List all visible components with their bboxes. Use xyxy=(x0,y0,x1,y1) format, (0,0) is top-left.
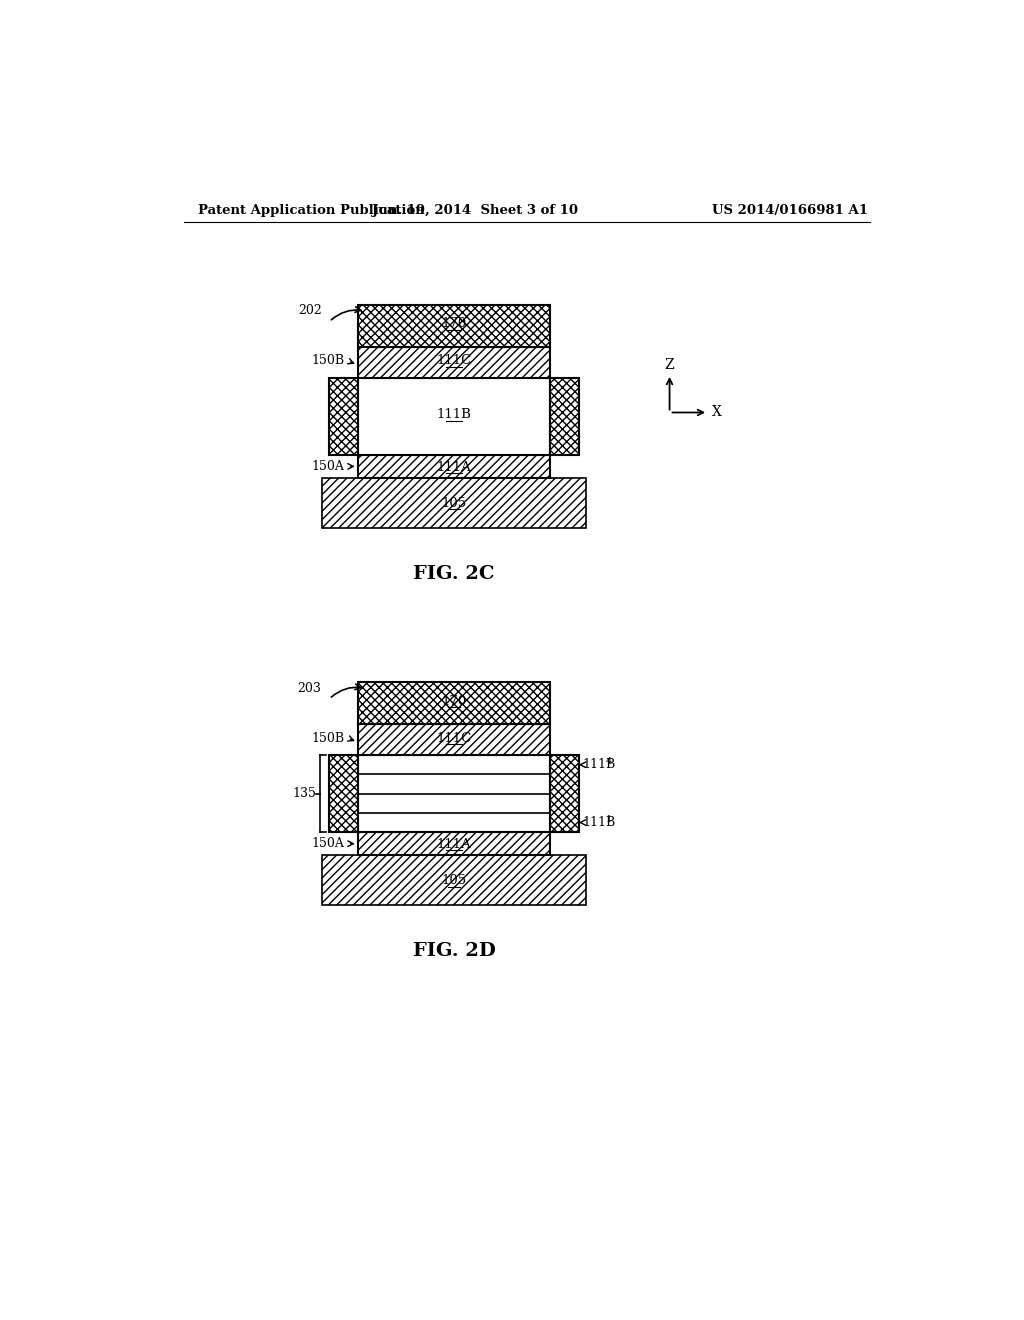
Text: Jun. 19, 2014  Sheet 3 of 10: Jun. 19, 2014 Sheet 3 of 10 xyxy=(372,205,578,218)
Text: FIG. 2D: FIG. 2D xyxy=(413,942,496,961)
Text: FIG. 2C: FIG. 2C xyxy=(414,565,495,583)
Bar xyxy=(357,378,550,455)
Text: 170: 170 xyxy=(441,694,467,708)
Bar xyxy=(357,755,550,832)
Text: 150A: 150A xyxy=(311,837,345,850)
Text: 150B: 150B xyxy=(311,731,345,744)
Text: Z: Z xyxy=(665,358,675,372)
Text: 111A: 111A xyxy=(436,461,471,474)
Text: 202: 202 xyxy=(298,305,322,317)
Bar xyxy=(357,682,550,725)
Text: 135: 135 xyxy=(292,787,316,800)
Bar xyxy=(330,755,357,832)
Text: 105: 105 xyxy=(441,496,467,510)
Bar xyxy=(322,855,587,906)
Bar xyxy=(550,378,579,455)
Text: 4: 4 xyxy=(605,758,612,766)
Bar xyxy=(550,755,579,832)
Text: 111A: 111A xyxy=(436,838,471,851)
Bar xyxy=(330,378,357,455)
Text: 111C: 111C xyxy=(436,731,472,744)
Text: US 2014/0166981 A1: US 2014/0166981 A1 xyxy=(712,205,868,218)
Text: 170: 170 xyxy=(441,317,467,330)
Text: 105: 105 xyxy=(441,874,467,887)
Bar xyxy=(322,478,587,528)
Text: 111C: 111C xyxy=(436,354,472,367)
Bar xyxy=(357,832,550,855)
Text: 111B: 111B xyxy=(583,816,615,829)
Bar xyxy=(357,725,550,755)
Text: 150B: 150B xyxy=(311,354,345,367)
Bar xyxy=(357,305,550,347)
Text: 111B: 111B xyxy=(436,408,471,421)
Text: Patent Application Publication: Patent Application Publication xyxy=(199,205,425,218)
Text: 203: 203 xyxy=(298,681,322,694)
Bar xyxy=(357,455,550,478)
Text: 150A: 150A xyxy=(311,459,345,473)
Text: 111B: 111B xyxy=(583,758,615,771)
Text: X: X xyxy=(713,405,722,420)
Bar xyxy=(357,347,550,378)
Text: 1: 1 xyxy=(605,814,612,824)
